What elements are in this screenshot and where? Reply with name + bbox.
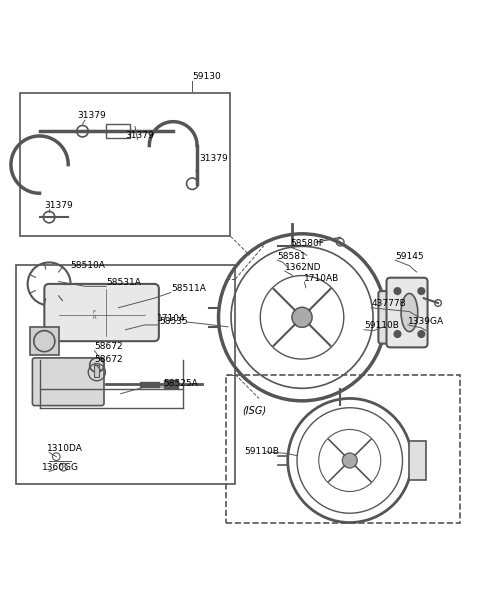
- FancyBboxPatch shape: [33, 358, 104, 405]
- Text: 1310DA: 1310DA: [47, 444, 83, 453]
- FancyBboxPatch shape: [386, 278, 428, 347]
- FancyBboxPatch shape: [378, 291, 407, 344]
- Text: 17104: 17104: [156, 314, 185, 323]
- Text: 1362ND: 1362ND: [285, 263, 321, 271]
- Text: 31379: 31379: [44, 201, 73, 210]
- Text: F
R: F R: [93, 310, 96, 321]
- Text: 58511A: 58511A: [171, 284, 205, 293]
- Bar: [30, 327, 59, 356]
- Text: (ISG): (ISG): [242, 405, 266, 415]
- Text: 58581: 58581: [277, 251, 306, 261]
- Circle shape: [394, 331, 401, 338]
- Bar: [95, 365, 99, 377]
- Text: 58531A: 58531A: [107, 278, 141, 287]
- Text: 58580F: 58580F: [290, 239, 324, 248]
- Circle shape: [292, 307, 312, 327]
- Text: 31379: 31379: [199, 155, 228, 164]
- Text: 59130: 59130: [192, 72, 221, 81]
- Text: 1339GA: 1339GA: [408, 316, 444, 325]
- FancyBboxPatch shape: [44, 284, 159, 341]
- Text: 58672: 58672: [95, 355, 123, 364]
- Circle shape: [342, 453, 357, 468]
- Text: 1710AB: 1710AB: [304, 274, 340, 282]
- Text: 59110B: 59110B: [244, 447, 279, 456]
- Text: 59145: 59145: [395, 251, 424, 261]
- Bar: [226, 375, 459, 522]
- Text: 31379: 31379: [78, 112, 107, 121]
- Circle shape: [418, 331, 425, 338]
- Text: 58510A: 58510A: [70, 261, 105, 270]
- Text: 31379: 31379: [125, 130, 154, 139]
- Circle shape: [394, 288, 401, 295]
- Text: 1360GG: 1360GG: [42, 463, 79, 472]
- Circle shape: [418, 288, 425, 295]
- Text: 59110B: 59110B: [364, 321, 399, 330]
- Bar: [409, 441, 426, 479]
- Text: 58535: 58535: [159, 316, 188, 325]
- Ellipse shape: [401, 293, 418, 331]
- Text: 58525A: 58525A: [164, 379, 198, 388]
- Bar: [107, 124, 130, 138]
- Bar: [21, 93, 230, 236]
- Bar: [140, 382, 159, 387]
- Circle shape: [34, 331, 55, 351]
- Bar: [16, 265, 235, 484]
- Text: 58672: 58672: [95, 342, 123, 351]
- Bar: [164, 381, 178, 388]
- Text: 43777B: 43777B: [371, 299, 406, 308]
- Ellipse shape: [392, 301, 404, 334]
